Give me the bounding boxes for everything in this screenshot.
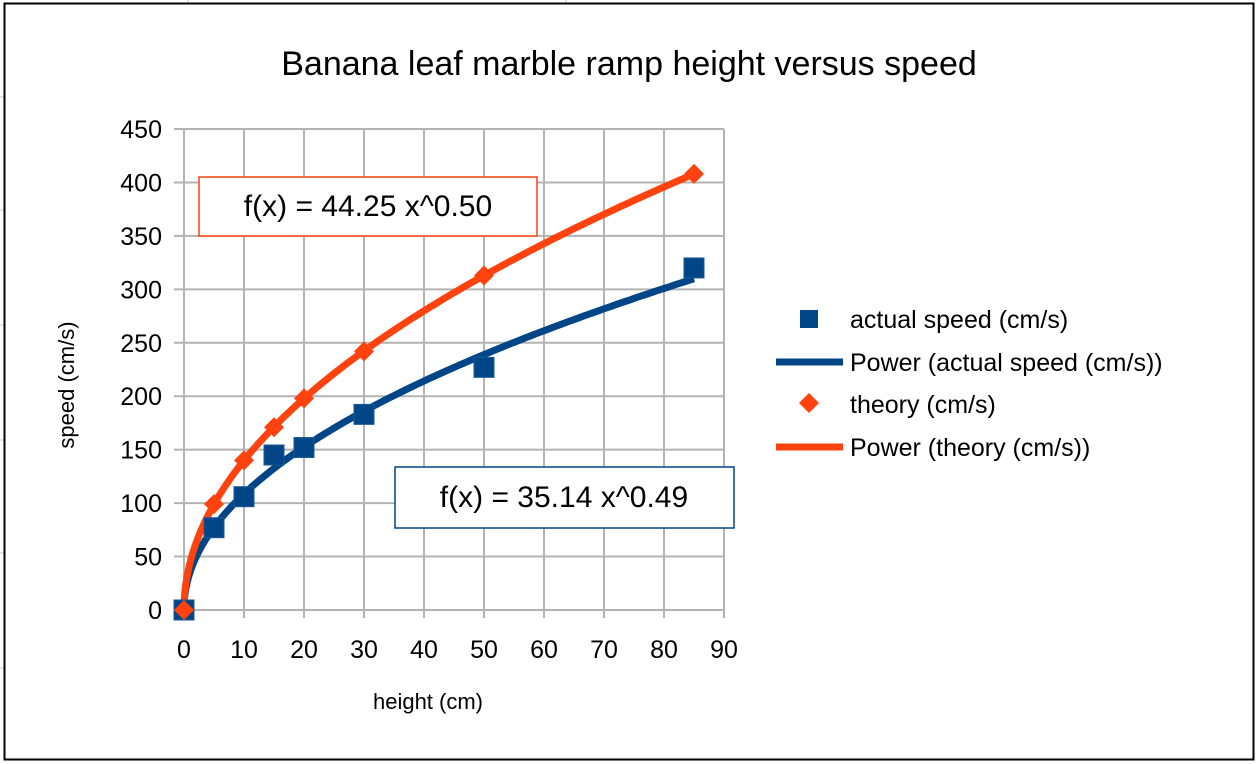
equation-actual: f(x) = 35.14 x^0.49 (394, 466, 735, 529)
legend-item-actual: actual speed (cm/s) (800, 306, 1068, 334)
actual-speed-point (683, 257, 705, 279)
theory-point (234, 450, 254, 471)
data-points (173, 163, 705, 621)
diamond-marker-icon (799, 393, 819, 413)
legend-item-theory: theory (cm/s) (799, 391, 996, 419)
tick-labels: 0 10 20 30 40 50 60 70 80 90 0 50 100 150 200 250 300 350… (120, 116, 738, 664)
y-tick-label: 300 (120, 276, 162, 304)
y-tick-label: 100 (120, 490, 162, 518)
legend-item-power-theory: Power (theory (cm/s)) (776, 434, 1090, 462)
x-tick-label: 10 (230, 636, 258, 664)
actual-speed-point (293, 437, 315, 459)
y-tick-label: 200 (120, 383, 162, 411)
y-tick-label: 350 (120, 223, 162, 251)
y-tick-label: 50 (134, 544, 162, 572)
theory-point (684, 163, 704, 184)
legend-item-power-actual: Power (actual speed (cm/s)) (776, 349, 1163, 377)
x-tick-label: 70 (590, 636, 618, 664)
actual-speed-point (473, 356, 495, 378)
equation-theory: f(x) = 44.25 x^0.50 (198, 176, 538, 237)
actual-speed-point (203, 517, 225, 539)
x-tick-label: 60 (530, 636, 558, 664)
actual-speed-point (263, 444, 285, 466)
y-tick-label: 250 (120, 330, 162, 358)
y-tick-label: 0 (148, 597, 162, 625)
theory-point (204, 494, 224, 515)
equation-actual-text: f(x) = 35.14 x^0.49 (440, 481, 688, 514)
y-tick-label: 150 (120, 437, 162, 465)
y-tick-label: 450 (120, 116, 162, 144)
x-tick-label: 20 (290, 636, 318, 664)
svg-text:theory (cm/s): theory (cm/s) (850, 391, 996, 419)
svg-text:Power (actual speed (cm/s)): Power (actual speed (cm/s)) (850, 349, 1163, 377)
theory-point (354, 341, 374, 362)
x-tick-label: 30 (350, 636, 378, 664)
theory-point (294, 388, 314, 409)
legend: actual speed (cm/s) Power (actual speed … (776, 306, 1163, 462)
y-axis-label: speed (cm/s) (54, 321, 79, 448)
x-axis-label: height (cm) (373, 689, 483, 714)
x-tick-label: 0 (177, 636, 191, 664)
y-tick-label: 400 (120, 169, 162, 197)
chart-frame (3, 2, 1255, 761)
chart-title: Banana leaf marble ramp height versus sp… (281, 45, 977, 83)
actual-speed-point (233, 486, 255, 508)
x-tick-label: 90 (710, 636, 738, 664)
theory-point (264, 417, 284, 438)
svg-text:actual speed (cm/s): actual speed (cm/s) (850, 306, 1068, 334)
actual-speed-point (353, 403, 375, 425)
sheet-gridlines (0, 0, 567, 669)
x-tick-label: 40 (410, 636, 438, 664)
x-tick-label: 50 (470, 636, 498, 664)
trendline-theory (180, 170, 696, 612)
theory-point (474, 265, 494, 286)
square-marker-icon (800, 310, 818, 328)
theory-point (174, 600, 194, 620)
x-tick-label: 80 (650, 636, 678, 664)
equation-theory-text: f(x) = 44.25 x^0.50 (244, 190, 492, 223)
svg-text:Power (theory (cm/s)): Power (theory (cm/s)) (850, 434, 1090, 462)
